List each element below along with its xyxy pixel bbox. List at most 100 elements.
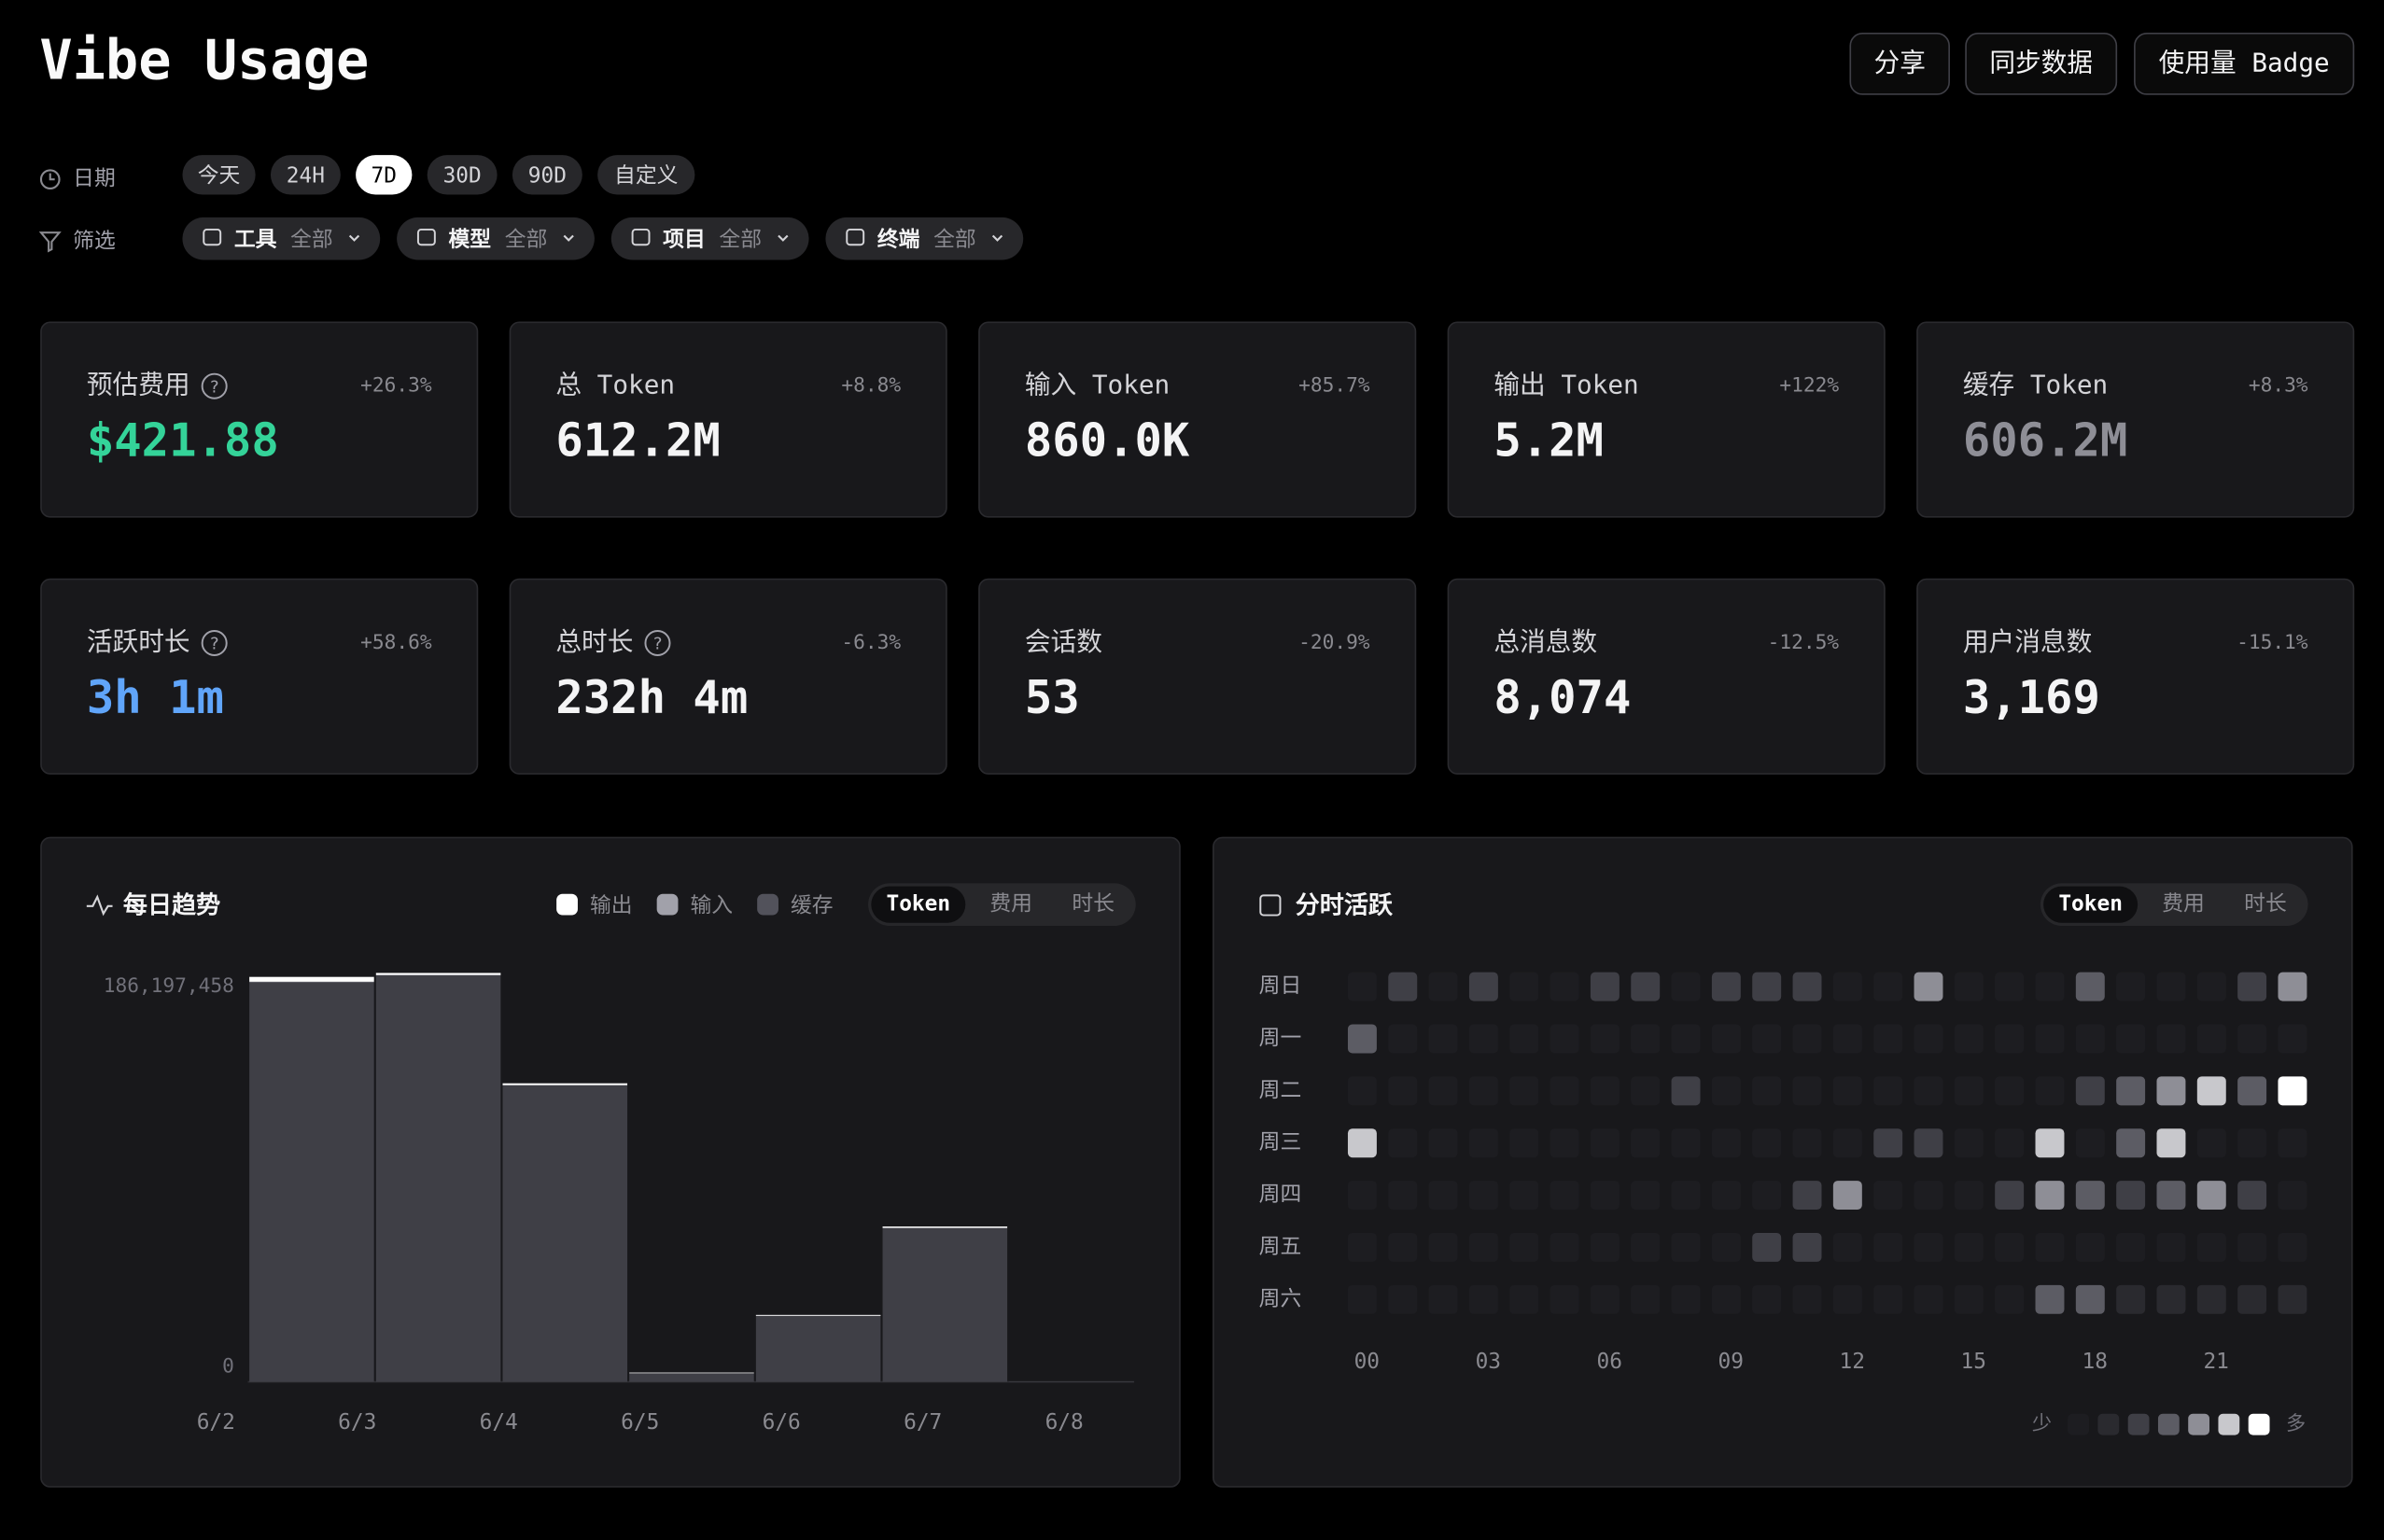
legend-swatch [656,893,679,916]
heat-cell [1671,1128,1701,1158]
heat-cell [2237,1232,2267,1262]
tab[interactable]: 时长 [1072,892,1115,917]
filter-label: 筛选 [73,229,116,253]
heat-cell [2156,1232,2186,1262]
x-tick-label: 12 [1840,1350,1865,1374]
heat-cell [2237,1181,2267,1211]
heat-cell [2278,972,2307,1001]
heat-cell [1347,972,1377,1001]
heat-cell [1752,1024,1782,1054]
heat-cell [1550,1181,1579,1211]
help-icon: ? [209,377,219,397]
action-button[interactable] [2134,33,2355,95]
action-button-label: 同步数据 [1989,47,2093,77]
bar-segment [882,1226,1008,1228]
date-option-label: 自定义 [614,163,678,188]
tab[interactable]: 费用 [989,892,1032,917]
heat-cell [1873,1232,1903,1262]
filter-dropdown[interactable] [182,217,381,260]
heat-cell [2237,1024,2267,1054]
bar-segment [882,1227,1008,1382]
action-button[interactable] [1965,33,2118,95]
heat-cell [1347,1128,1377,1158]
heat-cell [1752,1284,1782,1314]
row-label: 周日 [1259,974,1302,999]
heat-cell [1954,1181,1984,1211]
legend-swatch [556,893,578,916]
heat-cell [1873,1024,1903,1054]
calendar-icon [1259,894,1282,917]
filter-icon [416,228,436,246]
heat-cell [1509,1232,1539,1262]
date-option[interactable] [270,155,341,195]
stat-value: 612.2M [555,414,721,468]
x-tick-label: 00 [1354,1350,1380,1374]
legend-label: 缓存 [791,893,834,917]
heat-cell [2035,1284,2065,1314]
stat-card [1916,578,2355,775]
heat-cell [1468,1181,1498,1211]
tab[interactable]: Token [886,892,950,917]
heat-cell [1388,1232,1418,1262]
filter-dropdown[interactable] [610,217,809,260]
heat-cell [1428,1181,1458,1211]
bar-segment [629,1372,754,1374]
date-option[interactable] [427,155,498,195]
heat-cell [1752,1181,1782,1211]
tab[interactable]: 费用 [2162,892,2205,917]
stat-card [40,321,479,518]
heat-cell [2196,1232,2226,1262]
date-option[interactable] [512,155,582,195]
date-option[interactable] [182,155,256,195]
heat-cell [1995,1232,2025,1262]
heat-cell [1914,1181,1943,1211]
date-option[interactable] [597,155,695,195]
heat-cell [2075,1232,2105,1262]
heat-cell [1954,972,1984,1001]
heat-cell [2035,1232,2065,1262]
chevron [778,234,789,242]
stat-label: 活跃时长 [87,626,190,657]
heat-cell [2237,1284,2267,1314]
heat-cell [2116,1024,2146,1054]
heat-cell [1954,1128,1984,1158]
heat-cell [1995,1284,2025,1314]
date-label: 日期 [73,167,116,191]
filter-icon [631,228,651,246]
date-option[interactable] [356,155,413,195]
heat-cell [1590,1076,1620,1106]
tab-active[interactable] [2043,886,2139,923]
stat-card [40,578,479,775]
stat-value: 3h 1m [87,671,224,724]
stat-card [1916,321,2355,518]
x-tick-label: 6/4 [480,1410,518,1435]
legend-swatch [2248,1413,2270,1435]
heat-cell [2196,1181,2226,1211]
heat-cell [2156,972,2186,1001]
heat-cell [2278,1181,2307,1211]
heat-cell [1631,1076,1661,1106]
heat-cell [2075,1076,2105,1106]
heat-cell [1590,1232,1620,1262]
heat-cell [1428,972,1458,1001]
tab[interactable]: Token [2058,892,2123,917]
heat-cell [1590,1128,1620,1158]
date-option-label: 今天 [198,163,241,188]
heat-cell [2278,1128,2307,1158]
chevron [563,234,574,242]
x-tick-label: 21 [2203,1350,2228,1374]
x-tick-label: 03 [1476,1350,1501,1374]
heat-cell [1792,1232,1822,1262]
heat-cell [1792,1284,1822,1314]
tab[interactable]: 时长 [2244,892,2287,917]
filter-dropdown[interactable] [825,217,1024,260]
stat-change: -6.3% [841,630,901,653]
filter-dropdown[interactable] [397,217,595,260]
stat-label: 缓存 Token [1963,370,2108,400]
action-button[interactable] [1849,33,1950,95]
heat-cell [2196,1128,2226,1158]
date-option-label: 90D [528,163,567,188]
heat-cell [1509,972,1539,1001]
tab-active[interactable] [871,886,966,923]
